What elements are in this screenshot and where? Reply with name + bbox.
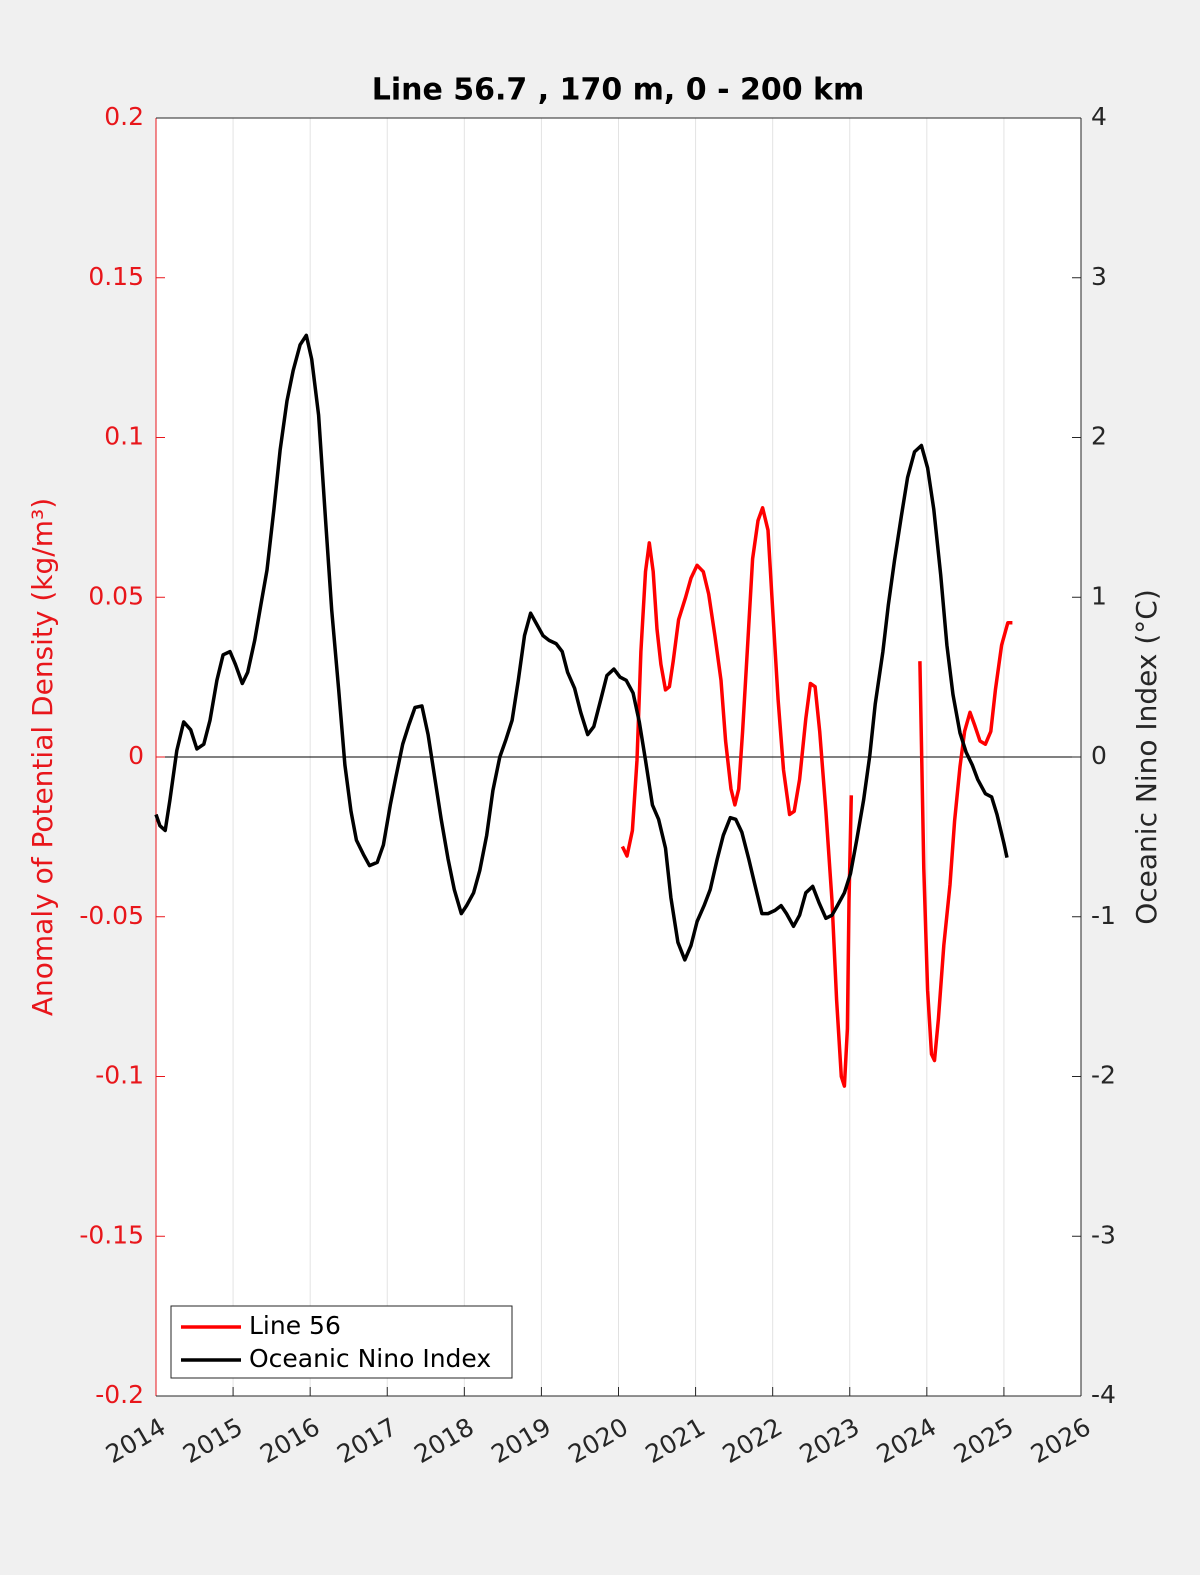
y2-tick-label: 0 xyxy=(1091,741,1107,770)
y-tick-label: -0.2 xyxy=(95,1380,144,1409)
x-tick-label: 2026 xyxy=(1026,1412,1096,1469)
x-tick-label: 2022 xyxy=(718,1412,788,1469)
x-tick-label: 2023 xyxy=(795,1412,865,1469)
legend-box xyxy=(170,1305,513,1379)
y-tick-label: -0.05 xyxy=(79,901,144,930)
series-line xyxy=(620,506,1013,1088)
y2-tick-label: -4 xyxy=(1091,1380,1116,1409)
y2-tick-label: 4 xyxy=(1091,102,1107,131)
x-tick-label: 2017 xyxy=(332,1412,402,1469)
y-tick-label: 0 xyxy=(128,741,144,770)
chart-title: Line 56.7 , 170 m, 0 - 200 km xyxy=(372,73,865,108)
x-tick-label: 2018 xyxy=(409,1412,479,1469)
y-tick-label: 0.2 xyxy=(104,102,144,131)
y2-tick-label: -1 xyxy=(1091,901,1116,930)
y2-axis-label: Oceanic Nino Index (°C) xyxy=(1130,589,1163,925)
x-tick-label: 2020 xyxy=(563,1412,633,1469)
legend-label: Oceanic Nino Index xyxy=(249,1344,491,1373)
y-axis-label: Anomaly of Potential Density (kg/m³) xyxy=(26,498,59,1016)
x-tick-label: 2014 xyxy=(101,1412,171,1469)
y2-tick-label: 2 xyxy=(1091,422,1107,451)
x-tick-label: 2015 xyxy=(178,1412,248,1469)
y-tick-label: -0.15 xyxy=(79,1220,144,1249)
y2-tick-label: 1 xyxy=(1091,581,1107,610)
x-tick-label: 2016 xyxy=(255,1412,325,1469)
x-tick-label: 2025 xyxy=(949,1412,1019,1469)
x-tick-label: 2024 xyxy=(872,1412,942,1469)
y2-tick-label: 3 xyxy=(1091,262,1107,291)
y2-tick-label: -2 xyxy=(1091,1061,1116,1090)
x-tick-label: 2021 xyxy=(640,1412,710,1469)
y-tick-label: 0.15 xyxy=(88,262,144,291)
y-tick-label: 0.1 xyxy=(104,422,144,451)
legend-label: Line 56 xyxy=(249,1311,341,1340)
y-tick-label: 0.05 xyxy=(88,581,144,610)
y-tick-label: -0.1 xyxy=(95,1061,144,1090)
x-tick-label: 2019 xyxy=(486,1412,556,1469)
series-line xyxy=(154,333,1009,962)
y2-tick-label: -3 xyxy=(1091,1220,1116,1249)
